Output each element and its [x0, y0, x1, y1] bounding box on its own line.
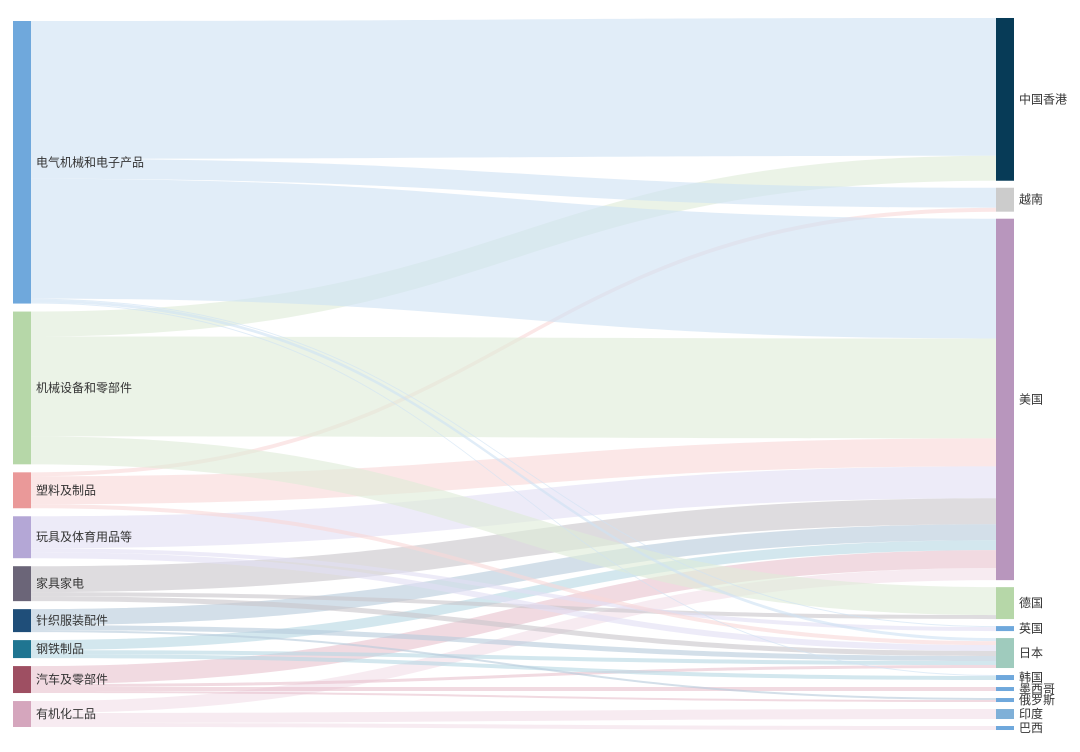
source-label-0: 电气机械和电子产品: [36, 154, 144, 169]
source-node-8[interactable]: [13, 701, 31, 727]
link-e6b1bde8bda6e58f8ae99bb6-to-e5a2a8e8a5bfe593a5[interactable]: [31, 687, 996, 692]
target-label-4: 英国: [1019, 622, 1043, 636]
nodes-layer: [13, 17, 1014, 731]
link-e99288e7bb87e69c8de8a385-to-e4bf84e7bd97e696af[interactable]: [31, 630, 996, 701]
source-label-2: 塑料及制品: [36, 482, 96, 497]
link-e78ea9e585b7e58f8ae4bd93-to-e88bb1e59bbd[interactable]: [31, 548, 996, 632]
link-e5aeb6e585b7e5aeb6e794b5-to-e7be8ee59bbd[interactable]: [31, 498, 996, 593]
source-label-3: 玩具及体育用品等: [36, 529, 132, 544]
target-label-7: 墨西哥: [1019, 682, 1055, 696]
link-e78ea9e585b7e58f8ae4bd93-to-e697a5e69cac[interactable]: [31, 552, 996, 652]
link-e794b5e6b094e69cbae6a2b0-to-e88bb1e59bbd[interactable]: [31, 298, 996, 628]
link-e99288e7bb87e69c8de8a385-to-e697a5e69cac[interactable]: [31, 625, 996, 662]
target-label-0: 中国香港: [1019, 91, 1067, 106]
target-label-3: 德国: [1019, 595, 1043, 610]
target-node-9[interactable]: [996, 709, 1014, 720]
target-node-6[interactable]: [996, 675, 1014, 681]
link-e794b5e6b094e69cbae6a2b0-to-e8b68ae58d97[interactable]: [31, 158, 996, 208]
target-node-3[interactable]: [996, 587, 1014, 620]
target-node-0[interactable]: [996, 17, 1014, 181]
link-e5a191e69699e58f8ae588b6-to-e697a5e69cac[interactable]: [31, 504, 996, 646]
link-e69cbae6a2b0e8aebee5a487-to-e7be8ee59bbd[interactable]: [31, 336, 996, 439]
source-node-6[interactable]: [13, 640, 31, 659]
target-node-8[interactable]: [996, 698, 1014, 703]
source-label-7: 汽车及零部件: [36, 672, 108, 687]
target-node-7[interactable]: [996, 687, 1014, 692]
source-label-1: 机械设备和零部件: [36, 380, 132, 395]
link-e992a2e99381e588b6e59381-to-e99fa9e59bbd[interactable]: [31, 654, 996, 681]
link-e992a2e99381e588b6e59381-to-e7be8ee59bbd[interactable]: [31, 540, 996, 651]
source-label-6: 钢铁制品: [36, 642, 84, 656]
link-e6b1bde8bda6e58f8ae99bb6-to-e4bf84e7bd97e696af[interactable]: [31, 691, 996, 703]
target-label-8: 俄罗斯: [1019, 693, 1055, 707]
target-node-10[interactable]: [996, 726, 1014, 731]
target-label-2: 美国: [1019, 392, 1043, 406]
link-e69c89e69cbae58c96e5b7a5-to-e5b7b4e8a5bf[interactable]: [31, 723, 996, 731]
target-node-5[interactable]: [996, 638, 1014, 669]
labels-layer: 电气机械和电子产品机械设备和零部件塑料及制品玩具及体育用品等家具家电针织服装配件…: [36, 91, 1067, 735]
source-node-7[interactable]: [13, 666, 31, 694]
source-label-8: 有机化工品: [36, 707, 96, 721]
link-e794b5e6b094e69cbae6a2b0-to-e7be8ee59bbd[interactable]: [31, 178, 996, 339]
source-node-2[interactable]: [13, 472, 31, 509]
source-label-5: 针织服装配件: [36, 613, 108, 628]
link-e69c89e69cbae58c96e5b7a5-to-e58db0e5baa6[interactable]: [31, 709, 996, 724]
source-node-1[interactable]: [13, 311, 31, 465]
source-node-3[interactable]: [13, 516, 31, 559]
source-node-5[interactable]: [13, 609, 31, 633]
target-label-10: 巴西: [1019, 721, 1043, 735]
links-layer: [31, 17, 996, 731]
source-node-4[interactable]: [13, 566, 31, 602]
link-e5aeb6e585b7e5aeb6e794b5-to-e697a5e69cac[interactable]: [31, 596, 996, 657]
link-e5aeb6e585b7e5aeb6e794b5-to-e5beb7e59bbd[interactable]: [31, 592, 996, 620]
link-e6b1bde8bda6e58f8ae99bb6-to-e7be8ee59bbd[interactable]: [31, 550, 996, 685]
link-e794b5e6b094e69cbae6a2b0-to-e697a5e69cac[interactable]: [31, 299, 996, 642]
link-e69cbae6a2b0e8aebee5a487-to-e5beb7e59bbd[interactable]: [31, 436, 996, 616]
source-label-4: 家具家电: [36, 576, 84, 591]
source-node-0[interactable]: [13, 21, 31, 304]
target-label-1: 越南: [1019, 192, 1043, 207]
link-e6b1bde8bda6e58f8ae99bb6-to-e697a5e69cac[interactable]: [31, 665, 996, 688]
target-node-1[interactable]: [996, 187, 1014, 212]
link-e794b5e6b094e69cbae6a2b0-to-e4b8ade59bbde9a699e6b8af[interactable]: [31, 17, 996, 159]
target-label-9: 印度: [1019, 706, 1043, 721]
link-e78ea9e585b7e58f8ae4bd93-to-e7be8ee59bbd[interactable]: [31, 466, 996, 549]
link-e992a2e99381e588b6e59381-to-e697a5e69cac[interactable]: [31, 650, 996, 666]
link-e794b5e6b094e69cbae6a2b0-to-e99fa9e59bbd[interactable]: [31, 302, 996, 677]
target-node-2[interactable]: [996, 218, 1014, 581]
target-node-4[interactable]: [996, 626, 1014, 632]
target-label-6: 韩国: [1019, 670, 1043, 685]
target-label-5: 日本: [1019, 646, 1043, 660]
